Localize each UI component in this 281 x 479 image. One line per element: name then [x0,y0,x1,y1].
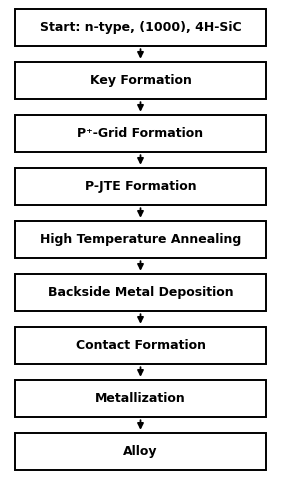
FancyBboxPatch shape [15,114,266,152]
Text: P⁺-Grid Formation: P⁺-Grid Formation [78,127,203,140]
Text: Key Formation: Key Formation [90,74,191,87]
FancyBboxPatch shape [15,9,266,46]
FancyBboxPatch shape [15,62,266,99]
FancyBboxPatch shape [15,327,266,365]
Text: P-JTE Formation: P-JTE Formation [85,180,196,193]
Text: Metallization: Metallization [95,392,186,405]
FancyBboxPatch shape [15,380,266,417]
FancyBboxPatch shape [15,274,266,311]
FancyBboxPatch shape [15,433,266,470]
FancyBboxPatch shape [15,221,266,258]
FancyBboxPatch shape [15,168,266,205]
Text: Backside Metal Deposition: Backside Metal Deposition [48,286,233,299]
Text: High Temperature Annealing: High Temperature Annealing [40,233,241,246]
Text: Alloy: Alloy [123,445,158,458]
Text: Contact Formation: Contact Formation [76,339,205,352]
Text: Start: n-type, (1000), 4H-SiC: Start: n-type, (1000), 4H-SiC [40,21,241,34]
